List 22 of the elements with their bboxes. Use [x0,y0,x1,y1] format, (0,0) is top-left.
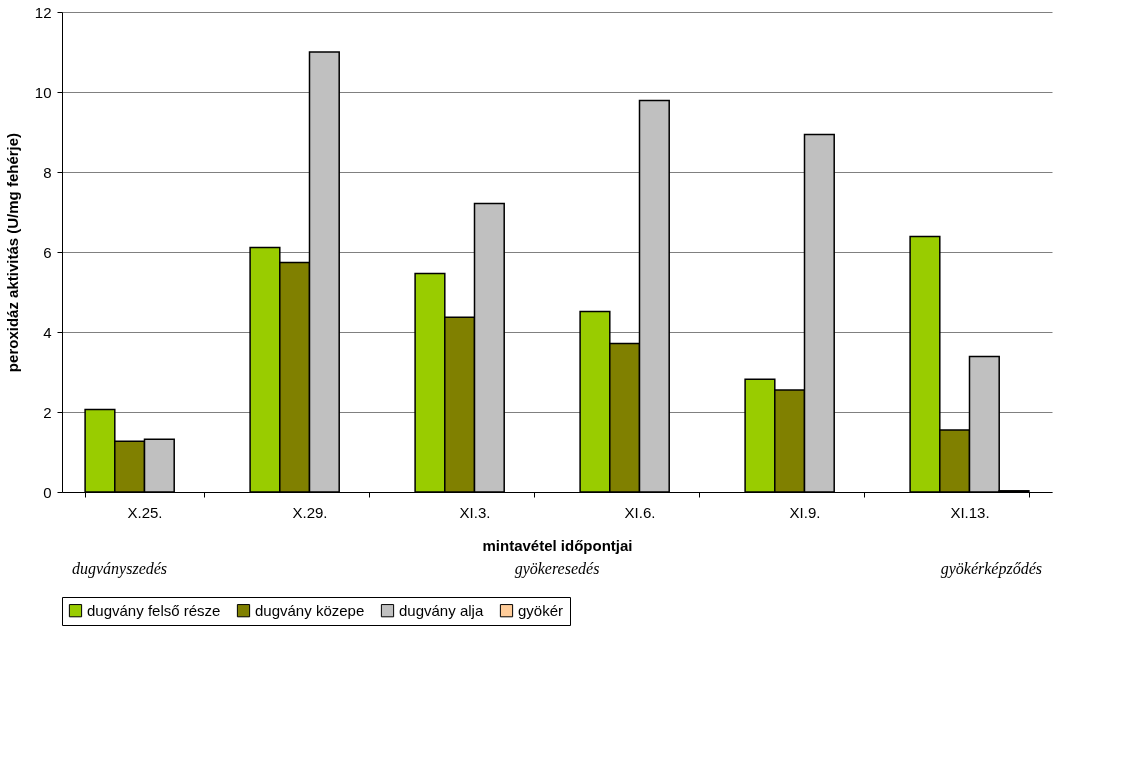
x-tick-label: XI.13. [950,503,990,521]
text: dugványszedés [72,560,168,578]
y-tick-label: 12 [34,3,52,21]
x-tick-label: XI.9. [789,503,821,521]
x-tick-label: X.29. [292,503,328,521]
y-tick-label: 6 [43,243,52,261]
x-tick-label: X.25. [127,503,163,521]
y-tick-label: 4 [43,323,52,341]
y-axis-title: peroxidáz aktivitás (U/mg fehérje) [3,132,21,373]
y-tick-label: 10 [34,83,52,101]
legend-label: dugvány felső része [87,601,221,619]
y-tick-label: 2 [43,403,52,421]
legend-label: dugvány alja [399,601,484,619]
y-tick-label: 8 [43,163,52,181]
legend-label: dugvány közepe [255,601,365,619]
text: gyökeresedés [514,560,600,578]
y-tick-label: 0 [43,483,52,501]
x-axis-title: mintavétel időpontjai [482,536,633,554]
text: gyökérképződés [940,560,1042,578]
x-tick-label: XI.6. [624,503,656,521]
legend-label: gyökér [518,601,564,619]
x-tick-label: XI.3. [459,503,491,521]
